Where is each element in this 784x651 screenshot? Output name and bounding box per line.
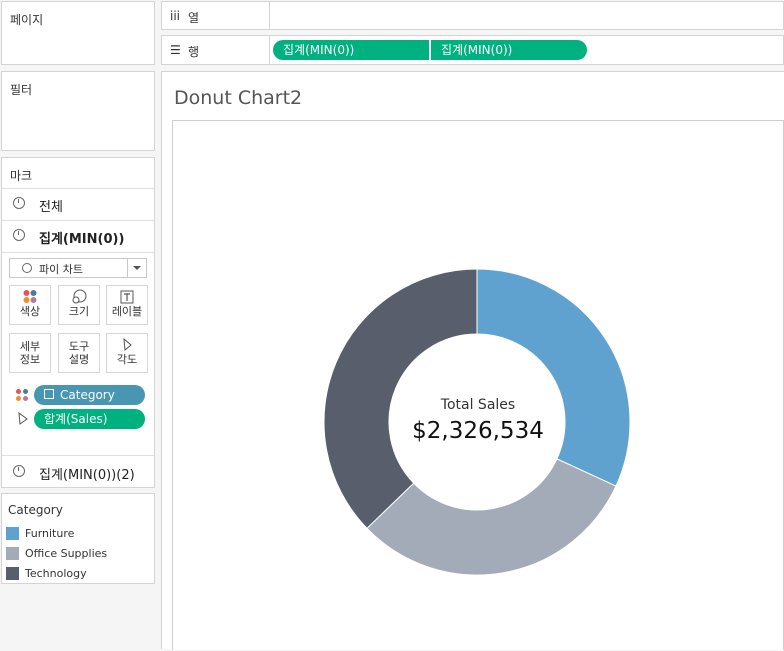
tooltip-button-label-2: 설명	[68, 353, 90, 366]
filters-title: 필터	[10, 83, 33, 97]
detail-button-label-2: 정보	[19, 353, 41, 366]
angle-button-label: 각도	[116, 353, 138, 366]
donut-slice-furniture[interactable]	[476, 268, 631, 487]
columns-label: 열	[188, 11, 200, 25]
category-legend[interactable]: Category Furniture Office Supplies Techn…	[1, 493, 155, 584]
legend-label: Technology	[25, 567, 87, 580]
plus-box-icon	[44, 389, 54, 399]
angle-encoding-icon	[17, 411, 29, 429]
legend-swatch	[6, 527, 19, 540]
pages-card[interactable]: 페이지	[1, 1, 155, 65]
legend-label: Office Supplies	[25, 547, 108, 560]
color-encoding-icon	[15, 388, 29, 405]
columns-shelf[interactable]: iii 열	[161, 1, 784, 30]
pages-title: 페이지	[10, 13, 44, 27]
center-label: Total Sales	[440, 397, 516, 413]
pie-chart-icon	[13, 197, 25, 209]
detail-button[interactable]: 세부 정보	[9, 333, 51, 373]
row-pill[interactable]: 집계(MIN(0))	[273, 40, 429, 60]
marks-agg1-tab[interactable]: 집계(MIN(0))	[2, 220, 154, 251]
mark-type-value: 파이 차트	[39, 263, 83, 276]
sales-pill-label: 합계(Sales)	[44, 412, 108, 426]
tooltip-button[interactable]: 도구 설명	[58, 333, 100, 373]
worksheet-view: Donut Chart2 Total Sales $2,326,534	[161, 71, 784, 650]
donut-slice-technology[interactable]	[323, 268, 478, 530]
label-button-label: 레이블	[111, 305, 143, 318]
divider	[2, 252, 154, 260]
legend-title: Category	[8, 503, 63, 517]
pie-chart-icon	[13, 465, 25, 477]
rows-shelf[interactable]: ☰ 행 집계(MIN(0)) 집계(MIN(0))	[161, 35, 784, 65]
mark-type-dropdown[interactable]: 파이 차트	[9, 258, 147, 278]
center-value: $2,326,534	[412, 418, 544, 444]
legend-swatch	[6, 547, 19, 560]
detail-button-label-1: 세부	[19, 340, 41, 353]
text-label-icon	[107, 289, 147, 305]
category-color-pill[interactable]: Category	[34, 385, 145, 405]
color-button-label: 색상	[19, 305, 41, 318]
legend-label: Furniture	[25, 527, 75, 540]
pie-chart-icon	[22, 263, 32, 273]
row-pill-label: 집계(MIN(0))	[441, 43, 513, 57]
marks-all-tab[interactable]: 전체	[2, 188, 154, 219]
chart-area[interactable]: Total Sales $2,326,534	[172, 120, 784, 650]
rows-label: 행	[188, 45, 200, 59]
columns-icon: iii	[170, 9, 181, 23]
filters-card[interactable]: 필터	[1, 71, 155, 151]
marks-agg2-label: 집계(MIN(0))(2)	[39, 468, 135, 483]
rows-icon: ☰	[170, 43, 181, 57]
donut-slice-office-supplies[interactable]	[366, 458, 617, 576]
sheet-title: Donut Chart2	[174, 87, 303, 109]
sales-angle-pill[interactable]: 합계(Sales)	[34, 409, 145, 429]
color-button[interactable]: 색상	[9, 285, 51, 325]
size-button[interactable]: 크기	[58, 285, 100, 325]
marks-card: 마크 전체 집계(MIN(0)) 파이 차트 색상	[1, 157, 155, 488]
rows-shelf-label: ☰ 행	[162, 36, 270, 64]
marks-all-label: 전체	[39, 200, 63, 215]
tooltip-button-label-1: 도구	[68, 340, 90, 353]
angle-icon	[107, 337, 147, 353]
label-button[interactable]: 레이블	[106, 285, 148, 325]
columns-shelf-label: iii 열	[162, 2, 270, 29]
category-pill-label: Category	[60, 388, 115, 402]
row-pill[interactable]: 집계(MIN(0))	[431, 40, 587, 60]
legend-swatch	[6, 567, 19, 580]
color-dots-icon	[10, 289, 50, 305]
chevron-down-icon[interactable]	[127, 259, 146, 277]
size-button-label: 크기	[68, 305, 90, 318]
size-icon	[59, 289, 99, 305]
marks-agg2-tab[interactable]: 집계(MIN(0))(2)	[2, 455, 154, 488]
angle-button[interactable]: 각도	[106, 333, 148, 373]
row-pill-label: 집계(MIN(0))	[283, 43, 355, 57]
donut-chart[interactable]	[173, 121, 783, 651]
marks-title: 마크	[10, 169, 33, 183]
marks-agg1-label: 집계(MIN(0))	[39, 232, 125, 247]
pie-chart-icon	[13, 229, 25, 241]
